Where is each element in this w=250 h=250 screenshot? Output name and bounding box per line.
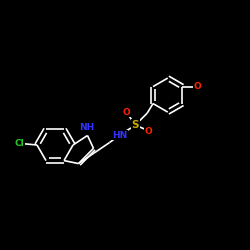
- Text: O: O: [123, 108, 130, 116]
- Text: S: S: [132, 120, 139, 130]
- Text: Cl: Cl: [15, 139, 24, 148]
- Text: O: O: [144, 127, 152, 136]
- Text: HN: HN: [112, 130, 127, 140]
- Text: O: O: [194, 82, 201, 91]
- Text: NH: NH: [78, 124, 94, 132]
